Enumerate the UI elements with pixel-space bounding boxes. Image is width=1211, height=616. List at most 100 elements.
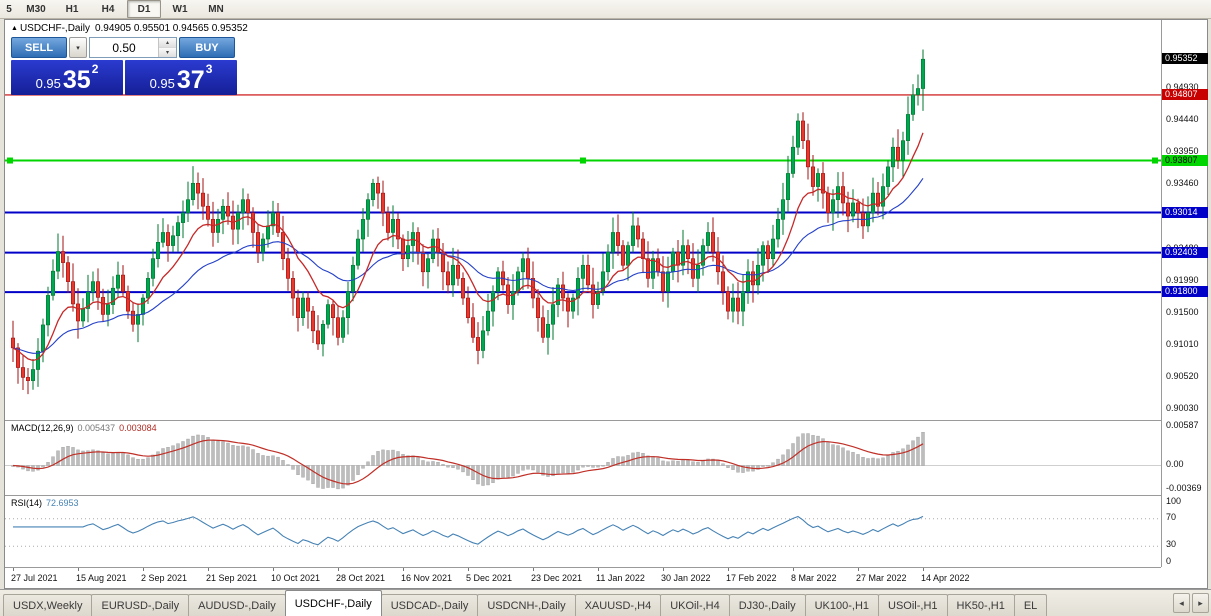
- ma-slow-line[interactable]: [12, 177, 924, 354]
- date-tickmark: [208, 568, 209, 571]
- level-line-handle[interactable]: [580, 157, 586, 164]
- date-tickmark: [13, 568, 14, 571]
- timeframe-button-w1[interactable]: W1: [172, 3, 188, 15]
- candlestick-chart[interactable]: [5, 20, 1161, 420]
- price-axis[interactable]: 0.949300.944400.939500.934600.929700.924…: [1161, 20, 1208, 567]
- timeframe-button-m30[interactable]: M30: [26, 3, 46, 15]
- date-label: 21 Sep 2021: [206, 573, 258, 583]
- chart-ohlc-values: 0.94905 0.95501 0.94565 0.95352: [94, 23, 248, 34]
- buy-price-point: 3: [205, 62, 213, 76]
- ma-fast-line[interactable]: [12, 132, 924, 362]
- rsi-tick: 70: [1166, 511, 1177, 522]
- date-label: 30 Jan 2022: [661, 573, 711, 583]
- sell-price-display[interactable]: 0.95 35 2: [11, 60, 123, 95]
- date-label: 14 Apr 2022: [921, 573, 970, 583]
- timeframe-button-h1[interactable]: H1: [65, 3, 79, 15]
- level-price-badge-0.94807: 0.94807: [1162, 88, 1208, 100]
- date-tickmark: [468, 568, 469, 571]
- volume-box: ▴ ▾: [89, 37, 177, 58]
- buy-button[interactable]: BUY: [179, 37, 235, 58]
- date-tickmark: [598, 568, 599, 571]
- macd-signal-value: 0.003084: [119, 423, 157, 433]
- sell-price-point: 2: [91, 62, 99, 76]
- volume-decrease-button[interactable]: ▾: [159, 48, 176, 57]
- volume-dropdown-button[interactable]: ▾: [69, 37, 87, 58]
- rsi-panel[interactable]: RSI(14) 72.6953: [5, 495, 1161, 567]
- main-chart-panel[interactable]: ▲ USDCHF-,Daily 0.94905 0.95501 0.94565 0.…: [5, 20, 1161, 420]
- tab-dj30-daily[interactable]: DJ30-,Daily: [728, 594, 806, 616]
- date-tickmark: [78, 568, 79, 571]
- price-tick: 0.91500: [1166, 306, 1199, 317]
- rsi-tick: 100: [1166, 496, 1182, 506]
- tab-xauusd-h4[interactable]: XAUUSD-,H4: [574, 594, 662, 616]
- timeframe-button-mn[interactable]: MN: [208, 3, 224, 15]
- date-tickmark: [273, 568, 274, 571]
- volume-input[interactable]: [90, 38, 158, 57]
- date-tickmark: [793, 568, 794, 571]
- level-line-handle[interactable]: [1152, 157, 1158, 164]
- date-label: 28 Oct 2021: [336, 573, 386, 583]
- buy-price-display[interactable]: 0.95 37 3: [125, 60, 237, 95]
- timeframe-button-d1[interactable]: D1: [127, 0, 161, 18]
- chart-symbol-label: USDCHF-,Daily: [19, 23, 90, 34]
- macd-tick: 0.00587: [1166, 420, 1199, 431]
- price-marker-icon: ▲: [11, 25, 18, 32]
- tab-usdx-weekly[interactable]: USDX,Weekly: [3, 594, 93, 616]
- date-label: 5 Dec 2021: [466, 573, 513, 583]
- date-label: 23 Dec 2021: [531, 573, 583, 583]
- tab-usdcad-daily[interactable]: USDCAD-,Daily: [380, 594, 479, 616]
- tab-scroll-buttons: ◂ ▸: [1173, 593, 1209, 613]
- macd-signal-line: [12, 439, 924, 485]
- rsi-label: RSI(14) 72.6953: [11, 498, 79, 508]
- price-tick: 0.93460: [1166, 178, 1199, 189]
- date-tickmark: [858, 568, 859, 571]
- macd-tick: 0.00: [1166, 458, 1184, 469]
- price-tick: 0.90520: [1166, 371, 1199, 382]
- date-label: 10 Oct 2021: [271, 573, 321, 583]
- volume-increase-button[interactable]: ▴: [159, 38, 176, 48]
- date-label: 2 Sep 2021: [141, 573, 188, 583]
- current-price-badge: 0.95352: [1162, 53, 1208, 65]
- date-label: 11 Jan 2022: [596, 573, 645, 583]
- date-tickmark: [403, 568, 404, 571]
- tab-usoil-h1[interactable]: USOil-,H1: [878, 594, 948, 616]
- sell-price-prefix: 0.95: [35, 76, 61, 92]
- tab-scroll-left-button[interactable]: ◂: [1173, 593, 1190, 613]
- price-tick: 0.94440: [1166, 114, 1199, 125]
- tab-scroll-right-button[interactable]: ▸: [1192, 593, 1209, 613]
- tab-uk100-h1[interactable]: UK100-,H1: [804, 594, 880, 616]
- level-price-badge-0.92403: 0.92403: [1162, 246, 1208, 258]
- tab-usdchf-daily[interactable]: USDCHF-,Daily: [284, 590, 382, 616]
- chevron-down-icon: ▾: [76, 44, 80, 52]
- macd-name: MACD(12,26,9): [11, 423, 74, 433]
- tab-hk50-h1[interactable]: HK50-,H1: [946, 594, 1015, 616]
- tab-eurusd-daily[interactable]: EURUSD-,Daily: [91, 594, 190, 616]
- macd-tick: -0.00369: [1166, 482, 1202, 493]
- date-axis[interactable]: 27 Jul 2021 15 Aug 2021 2 Sep 2021 21 Sep 2…: [5, 567, 1161, 588]
- tab-el[interactable]: EL: [1013, 594, 1048, 616]
- macd-main-value: 0.005437: [77, 423, 116, 433]
- sell-button[interactable]: SELL: [11, 37, 67, 58]
- level-price-badge-0.93807: 0.93807: [1162, 154, 1208, 166]
- date-tickmark: [338, 568, 339, 571]
- date-label: 16 Nov 2021: [401, 573, 453, 583]
- tab-audusd-daily[interactable]: AUDUSD-,Daily: [188, 594, 286, 616]
- date-label: 27 Jul 2021: [11, 573, 58, 583]
- level-line-handle[interactable]: [7, 157, 13, 164]
- tab-ukoil-h4[interactable]: UKOil-,H4: [660, 594, 730, 616]
- buy-price-prefix: 0.95: [149, 76, 175, 92]
- chart-tabbar: USDX,Weekly EURUSD-,Daily AUDUSD-,Daily USD…: [0, 589, 1211, 616]
- macd-panel[interactable]: MACD(12,26,9) 0.005437 0.003084: [5, 420, 1161, 495]
- date-tickmark: [533, 568, 534, 571]
- timeframe-button-h4[interactable]: H4: [101, 3, 115, 15]
- sell-price-pips: 35: [62, 66, 91, 95]
- rsi-value: 72.6953: [46, 498, 79, 508]
- rsi-chart[interactable]: [5, 497, 1161, 568]
- macd-histogram: [11, 432, 925, 490]
- macd-chart[interactable]: [5, 422, 1161, 496]
- tab-usdcnh-daily[interactable]: USDCNH-,Daily: [477, 594, 576, 616]
- rsi-tick: 30: [1166, 539, 1177, 550]
- timeframe-button-5[interactable]: 5: [6, 3, 12, 15]
- level-price-badge-0.91800: 0.91800: [1162, 286, 1208, 298]
- date-label: 17 Feb 2022: [726, 573, 777, 583]
